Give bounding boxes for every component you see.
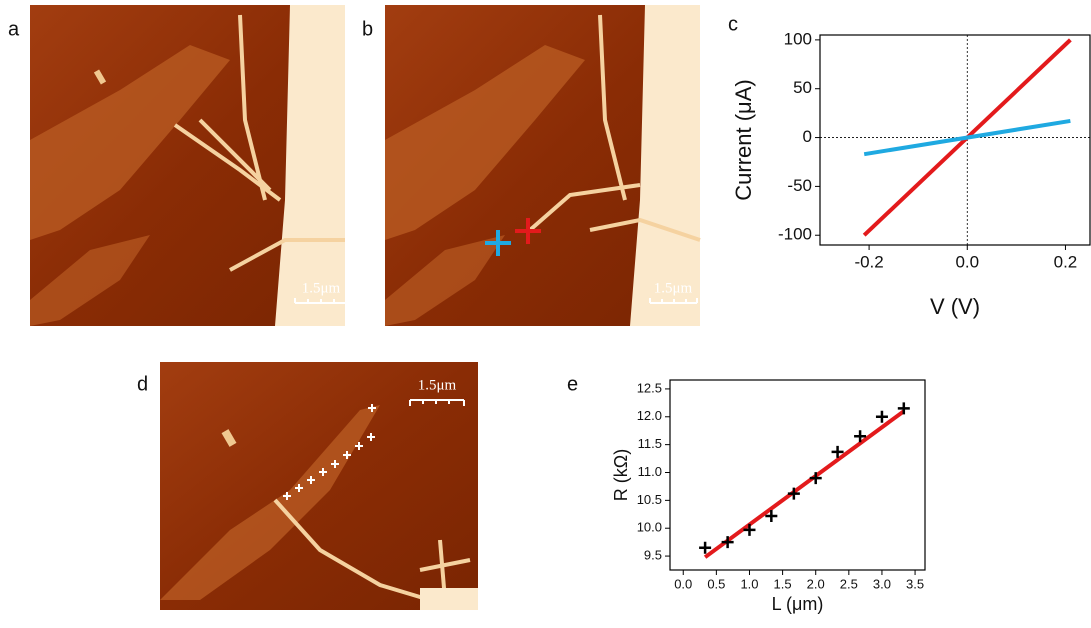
y-tick-label: 9.5 [644, 548, 662, 563]
panel-label: a [8, 18, 20, 40]
plot-frame [819, 34, 1091, 246]
y-tick-label: -50 [787, 176, 812, 195]
data-line [863, 118, 1071, 157]
afm-image-b [385, 5, 701, 326]
x-axis-label: L (μm) [772, 594, 824, 614]
y-axis-label: R (kΩ) [611, 449, 631, 501]
x-tick-label: 3.5 [906, 577, 924, 592]
data-point [831, 445, 844, 458]
y-axis-label: Current (μA) [731, 79, 756, 200]
data-point [787, 487, 800, 500]
data-point [765, 509, 778, 522]
data-point [721, 536, 734, 549]
scale-bar-label: 1.5μm [418, 377, 457, 393]
scale-bars [294, 298, 698, 406]
panel-label: d [137, 373, 148, 395]
y-tick-label: 11.0 [638, 464, 662, 479]
x-tick-label: 0.2 [1054, 252, 1078, 271]
x-tick-label: 0.5 [707, 577, 725, 592]
data-point [699, 541, 712, 554]
panel-label: e [567, 373, 578, 395]
data-point [875, 410, 888, 423]
panel-label: b [362, 18, 373, 40]
y-tick-label: 12.0 [637, 408, 662, 423]
scale-bar-label: 1.5μm [302, 280, 341, 296]
y-tick-label: 12.5 [637, 380, 662, 395]
x-axis-label: V (V) [930, 294, 980, 319]
y-tick-label: 0 [803, 127, 812, 146]
afm-image-d [160, 362, 478, 610]
x-tick-label: 0.0 [955, 252, 979, 271]
x-tick-label: 1.0 [740, 577, 758, 592]
afm-image-a [30, 5, 345, 326]
y-tick-label: 10.5 [637, 492, 662, 507]
data-point [809, 472, 822, 485]
x-tick-label: 1.5 [774, 577, 792, 592]
data-line [703, 409, 905, 559]
y-tick-label: 50 [793, 78, 812, 97]
x-tick-label: 3.0 [873, 577, 891, 592]
data-point [854, 430, 867, 443]
x-tick-label: 0.0 [674, 577, 692, 592]
plot-frame [669, 379, 926, 571]
scale-bar-label: 1.5μm [654, 280, 693, 296]
data-point [743, 523, 756, 536]
y-tick-label: -100 [778, 225, 812, 244]
x-tick-label: 2.5 [840, 577, 858, 592]
y-tick-label: 10.0 [637, 520, 662, 535]
x-tick-label: 2.0 [807, 577, 825, 592]
data-point [897, 402, 910, 415]
x-tick-label: -0.2 [854, 252, 883, 271]
y-tick-label: 11.5 [638, 436, 662, 451]
y-tick-label: 100 [784, 29, 812, 48]
panel-label: c [728, 13, 738, 35]
